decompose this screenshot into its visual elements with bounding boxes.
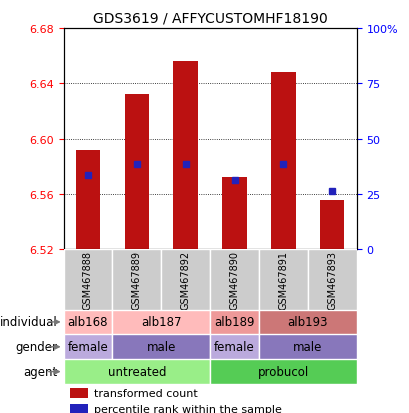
Bar — [112, 335, 209, 359]
Bar — [63, 335, 112, 359]
Text: alb168: alb168 — [67, 316, 108, 329]
Bar — [222, 178, 246, 250]
Bar — [70, 404, 88, 413]
Text: GSM467889: GSM467889 — [132, 250, 142, 309]
Bar — [112, 310, 209, 335]
Text: alb189: alb189 — [214, 316, 254, 329]
Bar — [319, 200, 344, 250]
Bar — [63, 310, 112, 335]
Text: male: male — [292, 340, 322, 354]
Bar — [209, 359, 356, 384]
Bar — [63, 359, 209, 384]
Text: alb187: alb187 — [141, 316, 181, 329]
Text: GSM467891: GSM467891 — [278, 250, 288, 309]
Text: alb193: alb193 — [287, 316, 327, 329]
Text: transformed count: transformed count — [94, 389, 198, 399]
Bar — [307, 250, 356, 310]
Bar — [70, 389, 88, 399]
Text: male: male — [146, 340, 175, 354]
Bar — [209, 335, 258, 359]
Text: untreated: untreated — [107, 365, 166, 378]
Text: GSM467890: GSM467890 — [229, 250, 239, 309]
Bar — [209, 250, 258, 310]
Bar — [173, 62, 198, 250]
Title: GDS3619 / AFFYCUSTOMHF18190: GDS3619 / AFFYCUSTOMHF18190 — [92, 11, 327, 25]
Bar — [112, 250, 161, 310]
Bar — [270, 73, 295, 250]
Text: agent: agent — [23, 365, 58, 378]
Bar — [258, 310, 356, 335]
Bar — [76, 150, 100, 250]
Text: GSM467888: GSM467888 — [83, 250, 93, 309]
Text: female: female — [213, 340, 254, 354]
Text: percentile rank within the sample: percentile rank within the sample — [94, 404, 281, 413]
Bar — [258, 335, 356, 359]
Text: individual: individual — [0, 316, 58, 329]
Bar — [124, 95, 149, 250]
Text: gender: gender — [16, 340, 58, 354]
Bar — [258, 250, 307, 310]
Text: probucol: probucol — [257, 365, 308, 378]
Bar — [161, 250, 209, 310]
Text: female: female — [67, 340, 108, 354]
Text: GSM467892: GSM467892 — [180, 250, 190, 309]
Text: GSM467893: GSM467893 — [326, 250, 337, 309]
Bar — [209, 310, 258, 335]
Bar — [63, 250, 112, 310]
